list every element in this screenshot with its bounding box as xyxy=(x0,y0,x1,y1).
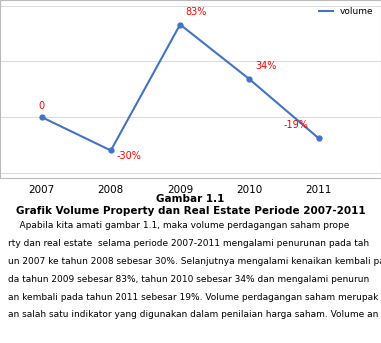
Text: Gambar 1.1: Gambar 1.1 xyxy=(156,194,225,204)
Text: -19%: -19% xyxy=(283,120,308,130)
Text: 34%: 34% xyxy=(255,61,276,71)
Legend: volume: volume xyxy=(317,4,376,19)
Text: Grafik Volume Property dan Real Estate Periode 2007-2011: Grafik Volume Property dan Real Estate P… xyxy=(16,206,365,216)
Text: -30%: -30% xyxy=(116,151,141,161)
Text: 83%: 83% xyxy=(186,7,207,17)
Text: un 2007 ke tahun 2008 sebesar 30%. Selanjutnya mengalami kenaikan kembali pa: un 2007 ke tahun 2008 sebesar 30%. Selan… xyxy=(8,257,381,266)
Text: da tahun 2009 sebesar 83%, tahun 2010 sebesar 34% dan mengalami penurun: da tahun 2009 sebesar 83%, tahun 2010 se… xyxy=(8,275,369,284)
Text: Apabila kita amati gambar 1.1, maka volume perdagangan saham prope: Apabila kita amati gambar 1.1, maka volu… xyxy=(8,221,349,230)
Text: an salah satu indikator yang digunakan dalam penilaian harga saham. Volume an: an salah satu indikator yang digunakan d… xyxy=(8,310,378,319)
Text: rty dan real estate  selama periode 2007-2011 mengalami penurunan pada tah: rty dan real estate selama periode 2007-… xyxy=(8,239,369,248)
Text: an kembali pada tahun 2011 sebesar 19%. Volume perdagangan saham merupak: an kembali pada tahun 2011 sebesar 19%. … xyxy=(8,293,378,301)
Text: 0: 0 xyxy=(38,102,45,111)
